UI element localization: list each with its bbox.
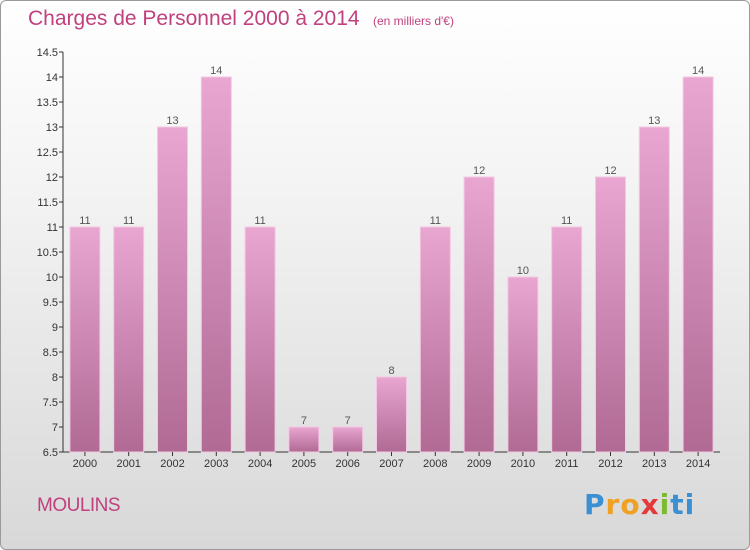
x-tick-label: 2002: [160, 458, 184, 470]
logo-letter: ti: [670, 488, 696, 521]
chart-title: Charges de Personnel 2000 à 2014: [28, 7, 360, 30]
bar: [288, 426, 320, 453]
data-label: 8: [388, 365, 394, 377]
x-tick-label: 2011: [555, 458, 579, 470]
data-label: 11: [123, 215, 134, 227]
y-tick-label: 13: [46, 122, 58, 134]
x-tick-label: 2007: [379, 458, 403, 470]
y-tick-label: 7.5: [43, 397, 58, 409]
data-label: 12: [604, 165, 616, 177]
bar: [244, 226, 276, 453]
x-tick-label: 2012: [598, 458, 622, 470]
y-tick-label: 9: [52, 322, 58, 334]
y-tick-label: 12: [46, 172, 58, 184]
bar: [595, 176, 626, 453]
logo-letter: r: [605, 488, 621, 521]
y-tick-label: 13.5: [37, 97, 58, 109]
y-tick-label: 10.5: [37, 247, 58, 259]
bar: [419, 226, 451, 453]
x-tick-label: 2001: [116, 458, 140, 470]
chart-subtitle: (en milliers d'€): [373, 14, 454, 28]
data-label: 13: [166, 115, 178, 127]
x-tick-label: 2010: [511, 458, 535, 470]
bar: [682, 76, 714, 453]
x-tick-label: 2004: [248, 458, 272, 470]
bar: [551, 226, 583, 453]
logo-letter: P: [584, 488, 606, 521]
x-tick-label: 2014: [686, 458, 710, 470]
y-tick-label: 12.5: [37, 147, 58, 159]
bar: [200, 76, 232, 453]
bar: [638, 126, 670, 453]
y-tick-label: 8: [52, 372, 58, 384]
y-tick-label: 14.5: [37, 47, 58, 59]
y-tick-label: 6.5: [43, 447, 58, 459]
x-tick-label: 2000: [73, 458, 97, 470]
bar: [332, 426, 364, 453]
logo-letter: i: [659, 488, 671, 521]
data-label: 14: [692, 65, 704, 77]
y-tick-label: 9.5: [43, 297, 58, 309]
y-tick-label: 8.5: [43, 347, 58, 359]
y-tick-label: 11.5: [37, 197, 58, 209]
data-label: 11: [430, 215, 441, 227]
bar: [463, 176, 495, 453]
data-label: 14: [210, 65, 222, 77]
data-label: 7: [301, 415, 307, 427]
x-tick-label: 2008: [423, 458, 447, 470]
data-label: 11: [561, 215, 572, 227]
x-tick-label: 2006: [335, 458, 359, 470]
commune-name: MOULINS: [37, 495, 121, 516]
data-label: 13: [648, 115, 660, 127]
x-tick-label: 2009: [467, 458, 491, 470]
y-tick-label: 10: [46, 272, 58, 284]
data-label: 11: [79, 215, 90, 227]
bar: [113, 226, 145, 453]
bar: [507, 276, 539, 453]
data-label: 7: [345, 415, 351, 427]
bar: [376, 376, 407, 453]
x-tick-label: 2003: [204, 458, 228, 470]
y-tick-label: 7: [52, 422, 58, 434]
data-label: 12: [473, 165, 485, 177]
y-tick-label: 11: [47, 222, 58, 234]
x-tick-label: 2005: [292, 458, 316, 470]
data-label: 10: [517, 265, 529, 277]
proxiti-logo: Proxiti: [584, 488, 695, 521]
bar: [69, 226, 101, 453]
bar: [157, 126, 188, 453]
x-tick-label: 2013: [642, 458, 666, 470]
y-tick-label: 14: [46, 72, 58, 84]
data-label: 11: [254, 215, 265, 227]
logo-letter: x: [640, 488, 660, 521]
logo-letter: o: [620, 488, 641, 521]
